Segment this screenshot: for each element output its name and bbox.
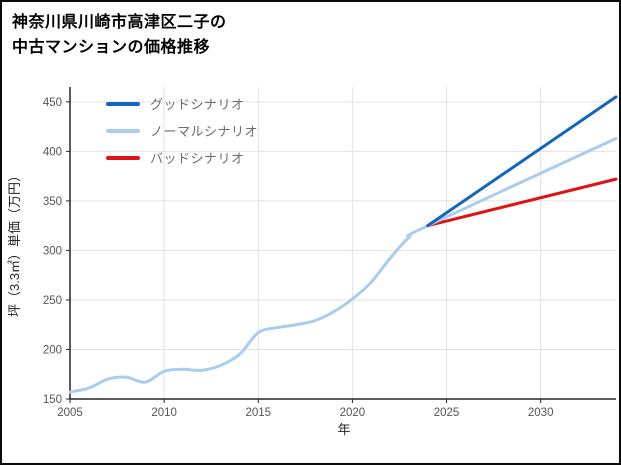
plot-layers: 2005 2010 2015 2020 2025 2030 150 200 250 300 350 4… bbox=[43, 87, 618, 419]
legend-label-normal: ノーマルシナリオ bbox=[150, 124, 259, 139]
x-tick-label: 2015 bbox=[245, 407, 271, 419]
legend: グッドシナリオ ノーマルシナリオ バッドシナリオ bbox=[106, 90, 258, 171]
series-line-good bbox=[426, 95, 618, 228]
x-tick-label: 2020 bbox=[340, 407, 366, 419]
x-tick-label: 2030 bbox=[528, 407, 554, 419]
x-tick-label: 2005 bbox=[57, 407, 83, 419]
chart-title: 神奈川県川崎市高津区二子の 中古マンションの価格推移 bbox=[12, 10, 227, 60]
x-tick-label: 2025 bbox=[434, 407, 460, 419]
y-tick-label: 200 bbox=[43, 344, 62, 356]
y-tick-label: 150 bbox=[43, 394, 62, 406]
y-axis-label: 坪（3.3㎡）単価（万円） bbox=[7, 169, 22, 317]
y-tick-label: 250 bbox=[43, 295, 62, 307]
legend-swatch-good-line bbox=[106, 101, 140, 106]
legend-item-bad: バッドシナリオ bbox=[106, 144, 258, 171]
series-line-bad bbox=[426, 177, 618, 228]
y-tick-label: 450 bbox=[43, 97, 62, 109]
chart-title-line2: 中古マンションの価格推移 bbox=[12, 39, 211, 56]
x-axis-label: 年 bbox=[337, 422, 350, 437]
legend-label-good: グッドシナリオ bbox=[150, 97, 245, 112]
legend-item-good: グッドシナリオ bbox=[106, 90, 258, 117]
legend-item-normal: ノーマルシナリオ bbox=[106, 117, 258, 144]
series-line-normal bbox=[68, 137, 618, 394]
y-tick-label: 300 bbox=[43, 245, 62, 257]
y-tick-label: 350 bbox=[43, 196, 62, 208]
legend-swatch-normal-line bbox=[106, 128, 140, 133]
x-tick-label: 2010 bbox=[151, 407, 177, 419]
y-tick-label: 400 bbox=[43, 146, 62, 158]
chart-title-line1: 神奈川県川崎市高津区二子の bbox=[12, 14, 227, 31]
legend-swatch-bad-line bbox=[106, 155, 140, 160]
legend-label-bad: バッドシナリオ bbox=[150, 151, 245, 166]
